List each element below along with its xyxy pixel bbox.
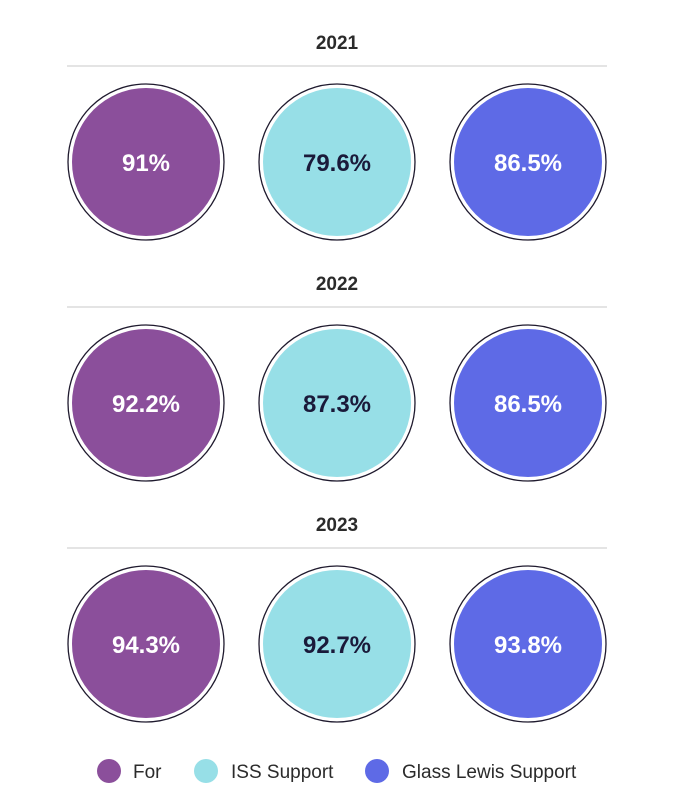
year-group-2022: 2022 92.2% 87.3% 86.5% (67, 274, 607, 482)
year-title: 2023 (316, 515, 358, 536)
bubble-glass-lewis-support (454, 329, 602, 477)
year-group-2023: 2023 94.3% 92.7% 93.8% (67, 515, 607, 723)
legend-label: For (133, 762, 162, 783)
legend-label: ISS Support (231, 762, 334, 783)
bubble-glass-lewis-support (454, 570, 602, 718)
legend-item-iss-support: ISS Support (194, 759, 334, 783)
data-label: 94.3% (112, 632, 180, 659)
year-title: 2021 (316, 33, 359, 54)
data-label: 93.8% (494, 632, 562, 659)
bubble-for (72, 329, 220, 477)
bubble-for (72, 570, 220, 718)
bubble-iss-support (263, 88, 411, 236)
year-group-2021: 2021 91% 79.6% 86.5% (67, 33, 607, 241)
legend-swatch-icon (194, 759, 218, 783)
data-label: 87.3% (303, 391, 371, 418)
year-title: 2022 (316, 274, 358, 295)
data-label: 86.5% (494, 391, 562, 418)
legend-item-glass-lewis-support: Glass Lewis Support (365, 759, 577, 783)
legend-swatch-icon (97, 759, 121, 783)
bubble-for (72, 88, 220, 236)
data-label: 79.6% (303, 150, 371, 177)
data-label: 92.7% (303, 632, 371, 659)
legend: For ISS Support Glass Lewis Support (97, 759, 577, 783)
bubble-glass-lewis-support (454, 88, 602, 236)
bubble-iss-support (263, 329, 411, 477)
data-label: 91% (122, 150, 170, 177)
legend-label: Glass Lewis Support (402, 762, 577, 783)
data-label: 86.5% (494, 150, 562, 177)
legend-swatch-icon (365, 759, 389, 783)
bubble-iss-support (263, 570, 411, 718)
legend-item-for: For (97, 759, 162, 783)
data-label: 92.2% (112, 391, 180, 418)
